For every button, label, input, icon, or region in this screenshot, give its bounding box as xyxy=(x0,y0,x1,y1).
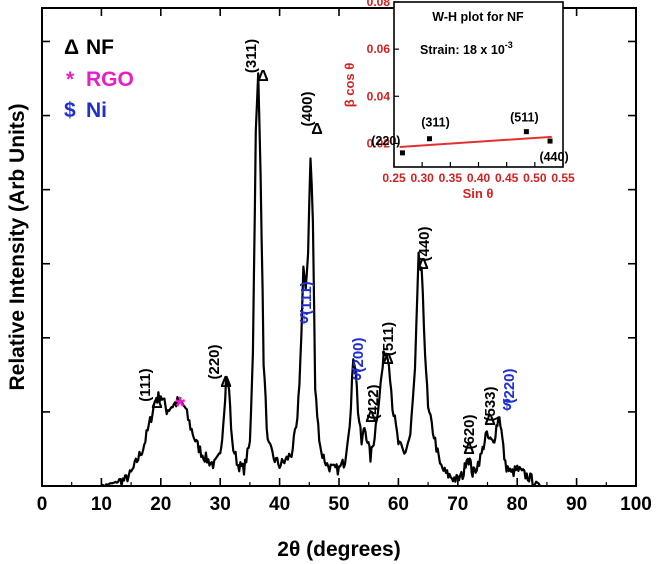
peak-marker: Δ xyxy=(417,256,429,273)
inset-axis-ticks: 0.25 0.30 0.35 0.40 0.45 0.50 0.55 0.02 0.04 0.06… xyxy=(367,0,575,185)
inset-point xyxy=(399,150,405,156)
x-tick-label: 80 xyxy=(507,494,528,515)
inset-point-label: (440) xyxy=(539,150,568,164)
x-tick-label: 0 xyxy=(37,494,48,515)
inset-y-axis-title: β cos θ xyxy=(342,63,357,108)
inset-x-tick-label: 0.45 xyxy=(495,171,519,185)
peak-marker: $ xyxy=(353,367,362,384)
peak-label: (422) xyxy=(365,384,382,419)
peak-labels: Δ(111)*Δ(220)Δ(311)Δ(400)$(111)$(200)Δ(4… xyxy=(137,39,518,458)
main-axis-ticks xyxy=(41,8,637,487)
peak-label: (533) xyxy=(482,386,499,421)
x-tick-label: 30 xyxy=(210,494,231,515)
x-tick-label: 10 xyxy=(91,494,112,515)
inset-x-tick-label: 0.25 xyxy=(382,171,406,185)
peak-label: (311) xyxy=(243,39,260,73)
x-axis-title: 2θ (degrees) xyxy=(277,538,400,561)
peak-marker: Δ xyxy=(311,121,323,138)
peak-marker: $ xyxy=(503,397,512,414)
inset-point xyxy=(547,138,553,144)
peak-label: (220) xyxy=(206,344,223,379)
inset-x-tick-label: 0.55 xyxy=(551,171,575,185)
peak-label: (220) xyxy=(501,368,518,403)
inset-point xyxy=(426,136,432,142)
peak-marker: Δ xyxy=(151,395,163,412)
peak-rgo-star: * xyxy=(175,391,186,421)
legend-nf-symbol: Δ xyxy=(64,36,79,59)
x-tick-label: 90 xyxy=(566,494,587,515)
inset-title: W-H plot for NF xyxy=(432,10,524,24)
inset-y-tick-label: 0.02 xyxy=(367,136,391,150)
inset-point-label: (511) xyxy=(510,111,539,125)
inset-x-tick-label: 0.30 xyxy=(410,171,434,185)
peak-marker: Δ xyxy=(365,409,377,426)
inset-point-label: (220) xyxy=(371,134,400,148)
peak-marker: Δ xyxy=(382,351,394,368)
peak-label: (400) xyxy=(299,91,316,126)
xrd-series-line xyxy=(100,72,542,488)
x-tick-label: 60 xyxy=(388,494,409,515)
peak-label: (620) xyxy=(461,414,478,449)
inset-point-label: (311) xyxy=(421,116,450,130)
inset-y-tick-label: 0.06 xyxy=(367,42,391,56)
inset-wh-plot: W-H plot for NF Strain: 18 x 10-3 0.25 0.… xyxy=(342,0,575,201)
peak-label: (440) xyxy=(416,226,433,261)
legend-rgo-text: RGO xyxy=(86,68,134,91)
inset-x-axis-title: Sin θ xyxy=(463,186,494,201)
peak-marker: Δ xyxy=(220,374,232,391)
peak-label: (200) xyxy=(350,337,367,372)
x-tick-label: 40 xyxy=(269,494,290,515)
peak-label: (111) xyxy=(137,368,154,401)
x-tick-label: 50 xyxy=(328,494,349,515)
legend-rgo-symbol: * xyxy=(66,68,75,91)
inset-x-tick-label: 0.40 xyxy=(467,171,491,185)
inset-point xyxy=(523,129,529,135)
peak-marker: Δ xyxy=(257,68,269,85)
x-tick-label: 100 xyxy=(620,494,652,515)
legend-nf-text: NF xyxy=(86,36,114,59)
peak-marker: $ xyxy=(300,310,309,327)
peak-label: (511) xyxy=(380,322,397,356)
peak-marker: Δ xyxy=(463,441,475,458)
inset-y-tick-label: 0.08 xyxy=(367,0,391,9)
x-tick-label: 70 xyxy=(447,494,468,515)
peak-label: (111) xyxy=(298,281,315,314)
legend-ni-text: Ni xyxy=(86,99,107,122)
inset-y-tick-label: 0.04 xyxy=(367,89,391,103)
inset-points: (220) (311) (511) (440) xyxy=(371,111,568,164)
inset-x-tick-label: 0.35 xyxy=(439,171,463,185)
peak-marker: Δ xyxy=(484,412,496,429)
main-x-tick-labels: 0 10 20 30 40 50 60 70 80 90 100 xyxy=(37,494,652,515)
x-tick-label: 20 xyxy=(150,494,171,515)
inset-annotation-base: Strain: 18 x 10 xyxy=(420,43,505,57)
y-axis-title: Relative Intensity (Arb Units) xyxy=(6,103,29,390)
inset-fit-line xyxy=(399,135,552,148)
legend: Δ NF * RGO $ Ni xyxy=(64,36,134,122)
inset-x-tick-label: 0.50 xyxy=(523,171,547,185)
inset-annotation: Strain: 18 x 10-3 xyxy=(420,40,513,57)
legend-ni-symbol: $ xyxy=(64,99,76,122)
inset-annotation-exponent: -3 xyxy=(505,40,513,50)
